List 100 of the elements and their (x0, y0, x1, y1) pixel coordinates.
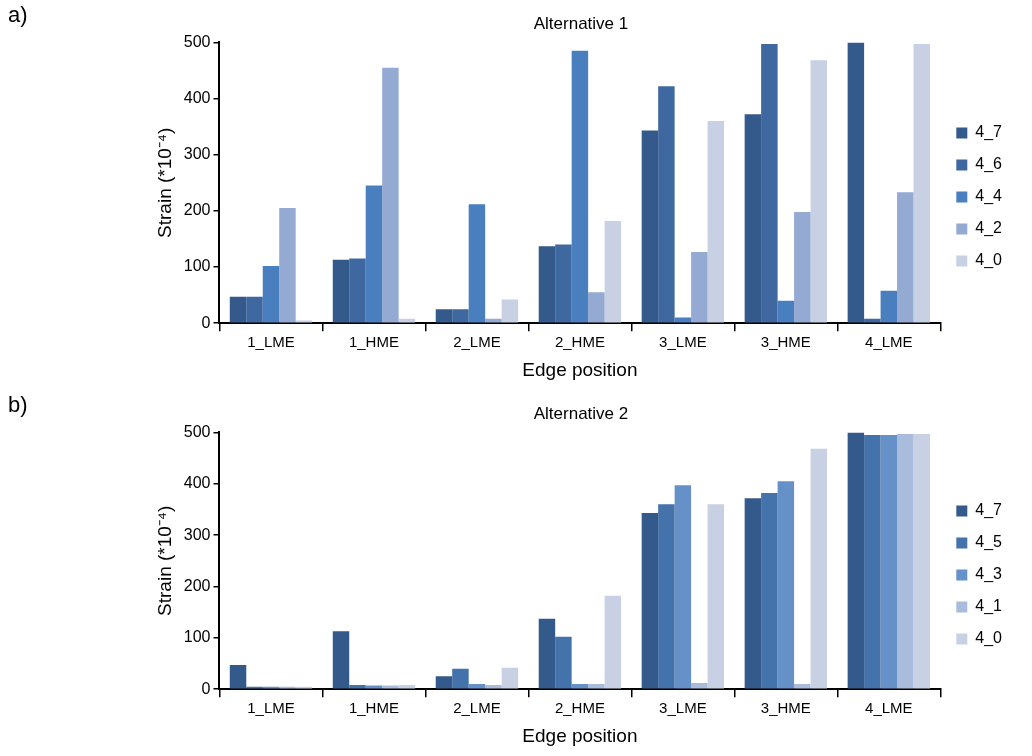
bar (897, 433, 914, 689)
bar (810, 448, 828, 689)
y-axis-title: Strain (*10⁻⁴) (153, 127, 175, 238)
bar (744, 114, 762, 323)
bar (913, 433, 931, 689)
bar (810, 60, 828, 323)
bar (588, 292, 605, 323)
bar (707, 504, 725, 689)
bar (435, 676, 453, 689)
x-tick-label: 1_LME (247, 333, 295, 351)
bar (691, 683, 708, 689)
bar (571, 50, 589, 323)
bar (332, 631, 350, 689)
legend-label: 4_7 (975, 501, 1003, 520)
bar (604, 220, 622, 323)
legend-label: 4_1 (975, 597, 1003, 616)
x-tick-label: 1_HME (348, 699, 399, 717)
x-tick-label: 4_LME (865, 699, 913, 717)
y-tick-label: 200 (183, 576, 211, 594)
bar (555, 244, 572, 323)
bar (229, 665, 247, 689)
legend-label: 4_5 (975, 533, 1003, 552)
bar (641, 513, 659, 689)
y-tick-label: 0 (201, 313, 211, 331)
bar (349, 685, 366, 689)
bar (501, 299, 519, 323)
bar (229, 296, 247, 323)
bar (794, 212, 811, 323)
text: b) (8, 392, 28, 418)
bar (468, 204, 486, 323)
x-tick-label: 3_LME (659, 699, 707, 717)
bar (777, 481, 795, 689)
bar (295, 320, 313, 323)
bar (880, 434, 898, 689)
x-tick-label: 3_HME (760, 333, 811, 351)
x-tick-label: 2_HME (554, 333, 605, 351)
bar (707, 121, 725, 323)
y-axis-title: Strain (*10⁻⁴) (153, 505, 175, 616)
bar (674, 485, 692, 689)
bar (744, 498, 762, 689)
bar (538, 246, 556, 323)
bar (761, 493, 778, 689)
legend-label: 4_3 (975, 565, 1003, 584)
x-tick-label: 2_LME (453, 333, 501, 351)
bar (538, 618, 556, 689)
x-tick-label: 3_HME (760, 699, 811, 717)
bar (246, 296, 263, 323)
bar (382, 67, 399, 323)
y-tick-label: 100 (183, 257, 211, 275)
bar (880, 290, 898, 323)
bar (365, 185, 383, 323)
bar (913, 44, 931, 323)
bar (691, 251, 708, 323)
legend-label: 4_2 (975, 219, 1003, 238)
x-tick-label: 1_HME (348, 333, 399, 351)
text: a) (8, 2, 28, 28)
y-tick-label: 400 (183, 88, 211, 106)
bar (897, 192, 914, 323)
legend-label: 4_6 (975, 155, 1003, 174)
legend-label: 4_7 (975, 123, 1003, 142)
y-tick-label: 0 (201, 679, 211, 697)
bar (794, 684, 811, 689)
bar (435, 309, 453, 323)
y-tick-label: 500 (183, 422, 211, 440)
y-tick-label: 200 (183, 201, 211, 219)
x-tick-label: 4_LME (865, 333, 913, 351)
x-axis-title: Edge position (522, 358, 638, 380)
x-axis-title: Edge position (522, 724, 638, 746)
bar (588, 684, 605, 689)
bar (485, 685, 502, 689)
bar (658, 504, 675, 689)
y-tick-label: 400 (183, 474, 211, 492)
y-tick-label: 500 (183, 32, 211, 50)
bar (452, 309, 469, 323)
bar (332, 259, 350, 323)
bar (501, 667, 519, 689)
bar (604, 595, 622, 689)
bar (641, 130, 659, 323)
legend-label: 4_0 (975, 629, 1003, 648)
bar (777, 300, 795, 323)
chart-title: Alternative 2 (533, 403, 629, 423)
legend-label: 4_4 (975, 187, 1003, 206)
chart-title: Alternative 1 (533, 13, 629, 33)
bar (349, 258, 366, 323)
bar (279, 208, 296, 323)
y-tick-label: 300 (183, 525, 211, 543)
x-tick-label: 1_LME (247, 699, 295, 717)
x-tick-label: 2_LME (453, 699, 501, 717)
bar (555, 636, 572, 689)
bar (262, 265, 280, 323)
x-tick-label: 3_LME (659, 333, 707, 351)
bar (847, 42, 865, 323)
bar (864, 434, 881, 689)
y-tick-label: 300 (183, 145, 211, 163)
bar (847, 432, 865, 689)
bar (452, 668, 469, 689)
bar (761, 44, 778, 323)
bar (658, 86, 675, 323)
y-tick-label: 100 (183, 628, 211, 646)
legend-label: 4_0 (975, 251, 1003, 270)
